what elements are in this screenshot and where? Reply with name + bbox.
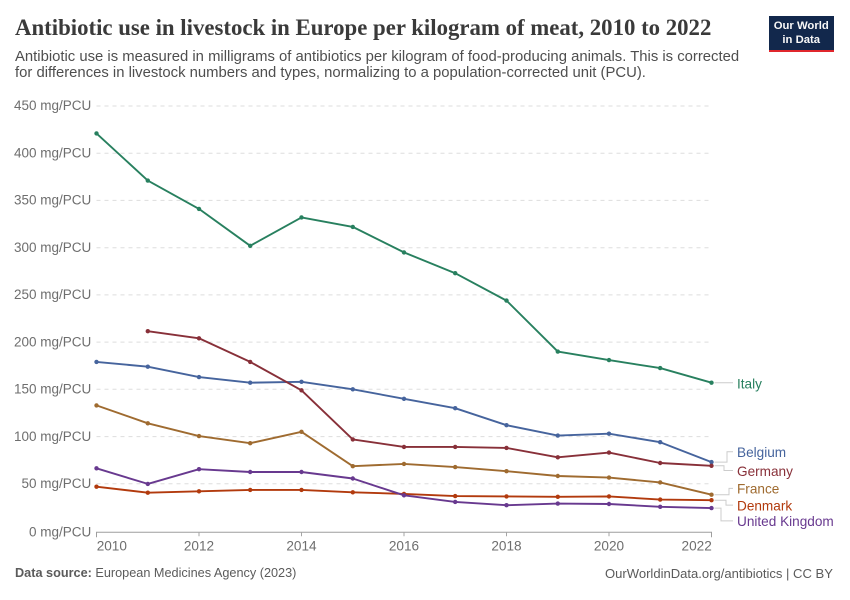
svg-text:300 mg/PCU: 300 mg/PCU xyxy=(14,240,91,255)
svg-text:50 mg/PCU: 50 mg/PCU xyxy=(22,476,92,491)
svg-text:2010: 2010 xyxy=(97,539,128,554)
svg-text:250 mg/PCU: 250 mg/PCU xyxy=(14,287,91,302)
svg-text:200 mg/PCU: 200 mg/PCU xyxy=(14,334,91,349)
svg-text:Italy: Italy xyxy=(737,376,762,391)
svg-text:0 mg/PCU: 0 mg/PCU xyxy=(29,525,91,540)
svg-text:Belgium: Belgium xyxy=(737,445,786,460)
svg-text:2012: 2012 xyxy=(184,539,214,554)
svg-text:400 mg/PCU: 400 mg/PCU xyxy=(14,145,91,160)
svg-text:Germany: Germany xyxy=(737,464,793,479)
svg-text:150 mg/PCU: 150 mg/PCU xyxy=(14,382,91,397)
svg-text:Denmark: Denmark xyxy=(737,498,792,513)
svg-text:2018: 2018 xyxy=(491,539,521,554)
svg-text:United Kingdom: United Kingdom xyxy=(737,514,834,529)
svg-text:350 mg/PCU: 350 mg/PCU xyxy=(14,193,91,208)
svg-text:2022: 2022 xyxy=(682,539,712,554)
svg-text:2016: 2016 xyxy=(389,539,419,554)
svg-text:450 mg/PCU: 450 mg/PCU xyxy=(14,98,91,113)
svg-text:2014: 2014 xyxy=(286,539,317,554)
svg-text:100 mg/PCU: 100 mg/PCU xyxy=(14,429,91,444)
svg-text:2020: 2020 xyxy=(594,539,625,554)
svg-text:France: France xyxy=(737,482,779,497)
